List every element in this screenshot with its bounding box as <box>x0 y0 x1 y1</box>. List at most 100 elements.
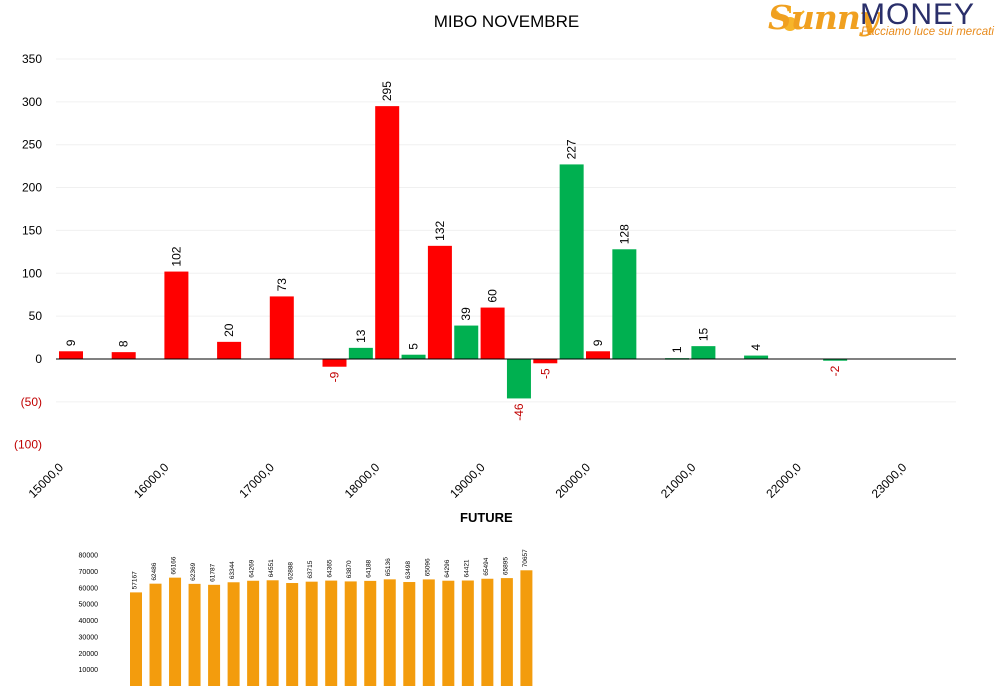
future-bar <box>520 570 533 686</box>
future-bar-label: 64551 <box>268 559 275 577</box>
bar <box>480 307 505 359</box>
bar <box>348 347 373 359</box>
future-bar-label: 64421 <box>463 559 470 577</box>
future-bar-label: 64365 <box>327 559 334 577</box>
future-bar-label: 65096 <box>424 558 431 576</box>
future-y-tick-label: 40000 <box>79 618 99 625</box>
future-bar <box>208 584 221 686</box>
y-tick-label: (100) <box>14 438 42 452</box>
future-bar <box>247 580 260 686</box>
future-bar-label: 64296 <box>444 559 451 577</box>
future-y-tick-label: 60000 <box>79 585 99 592</box>
bar <box>59 351 83 359</box>
bar-data-label: 9 <box>591 339 605 346</box>
y-tick-label: 0 <box>35 352 42 366</box>
logo-sunny-text: Sunny <box>768 0 879 37</box>
future-bar <box>344 581 357 686</box>
bar <box>559 164 584 359</box>
bar <box>401 354 426 359</box>
y-tick-label: 350 <box>22 52 42 66</box>
bar-data-label: -9 <box>328 371 342 382</box>
future-chart-title: FUTURE <box>460 510 513 525</box>
future-y-tick-label: 10000 <box>79 667 99 674</box>
future-bar-label: 70657 <box>522 549 529 567</box>
future-bar <box>305 581 318 686</box>
future-bar-label: 64188 <box>366 559 373 577</box>
bar <box>375 106 400 359</box>
mibo-chart: 350 300 250 200 150 100 50 0 (50) (100) 9 8 102 20 73 -… <box>14 52 956 500</box>
logo-money-text: MONEY <box>860 0 976 31</box>
bar-data-label: 73 <box>275 278 289 292</box>
bar <box>454 325 479 359</box>
bar-data-label: 4 <box>749 344 763 351</box>
future-bar-label: 62888 <box>288 562 295 580</box>
future-bar <box>188 583 201 686</box>
bar <box>164 271 189 359</box>
future-bar <box>266 580 279 686</box>
future-bar <box>227 582 240 686</box>
future-bar-label: 65136 <box>385 558 392 576</box>
bar-data-label: -2 <box>828 365 842 376</box>
future-y-tick-label: 20000 <box>79 651 99 658</box>
future-bar-label: 63344 <box>229 561 236 579</box>
future-bar <box>383 579 396 686</box>
future-y-tick-label: 80000 <box>79 553 99 560</box>
y-tick-label: (50) <box>21 395 42 409</box>
future-y-tick-label: 50000 <box>79 602 99 609</box>
future-bar <box>481 578 494 686</box>
sunny-money-logo: Sunny MONEY Facciamo luce sui mercati <box>768 0 994 46</box>
future-bar <box>325 580 338 686</box>
future-bar <box>500 578 513 686</box>
bar <box>823 359 848 361</box>
bar <box>269 296 294 359</box>
future-bar <box>169 577 182 686</box>
bar <box>217 341 242 359</box>
logo-tagline: Facciamo luce sui mercati <box>861 26 994 38</box>
future-bar <box>422 579 435 686</box>
y-tick-label: 150 <box>22 223 42 237</box>
sun-icon <box>775 6 805 31</box>
future-bar <box>149 583 162 686</box>
future-bar-label: 65494 <box>483 557 490 575</box>
bar-data-label: 102 <box>169 246 183 266</box>
y-tick-label: 300 <box>22 95 42 109</box>
bar-data-label: 9 <box>64 339 78 346</box>
future-bar <box>130 592 142 686</box>
future-bar <box>461 580 474 686</box>
bar-data-label: 132 <box>433 221 447 241</box>
bar-data-label: 15 <box>696 327 710 341</box>
future-bar-label: 63870 <box>346 560 353 578</box>
future-bar-label: 65895 <box>502 557 509 575</box>
bar-data-label: 20 <box>222 323 236 337</box>
bar-data-label: -5 <box>538 368 552 379</box>
future-bar-label: 64269 <box>249 559 256 577</box>
bar <box>744 355 769 359</box>
bar-data-label: 128 <box>617 224 631 244</box>
bar <box>612 249 637 359</box>
bar <box>533 359 558 364</box>
bar <box>586 351 610 359</box>
y-tick-label: 50 <box>29 309 43 323</box>
future-bar-label: 57167 <box>132 571 139 589</box>
bar-data-label: 1 <box>670 346 684 353</box>
future-bar-label: 61787 <box>210 563 217 581</box>
future-bar <box>364 580 377 686</box>
bar <box>506 359 531 399</box>
chart-title: MIBO NOVEMBRE <box>433 12 580 31</box>
y-tick-label: 200 <box>22 181 42 195</box>
bar-data-label: 295 <box>380 81 394 101</box>
bar-data-label: 8 <box>117 340 131 347</box>
future-bar <box>286 583 299 686</box>
bar <box>427 245 452 359</box>
bar <box>322 359 347 367</box>
bar-data-label: 13 <box>354 329 368 343</box>
future-y-tick-label: 30000 <box>79 634 99 641</box>
future-bar-label: 63498 <box>405 561 412 579</box>
y-tick-label: 250 <box>22 138 42 152</box>
future-bar-label: 63715 <box>307 560 314 578</box>
bar-data-label: 5 <box>407 343 421 350</box>
bar-data-label: -46 <box>512 403 526 421</box>
future-bar-label: 66166 <box>171 556 178 574</box>
y-tick-label: 100 <box>22 266 42 280</box>
